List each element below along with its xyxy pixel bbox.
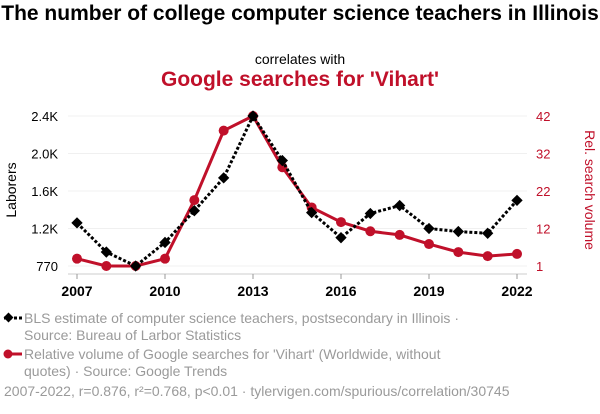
y2-tick-label: 32 [536, 147, 550, 162]
x-tick-label: 2019 [413, 283, 444, 299]
y-tick-label: 2.0K [31, 147, 58, 162]
data-point-teachers [394, 199, 406, 212]
y-tick-label: 770 [36, 259, 58, 274]
data-point-teachers [335, 232, 347, 244]
y2-tick-label: 1 [536, 259, 543, 274]
data-point-searches [394, 229, 405, 240]
data-point-teachers [511, 194, 523, 207]
data-point-teachers [452, 225, 464, 238]
data-point-teachers [130, 260, 142, 272]
chart-subtitle: Google searches for 'Vihart' [160, 68, 440, 91]
data-point-teachers [306, 206, 318, 219]
y-axis-label: Laborers [3, 162, 19, 217]
data-point-teachers [188, 205, 200, 217]
x-tick-label: 2013 [237, 283, 268, 299]
data-point-teachers [159, 236, 171, 249]
connector-text: correlates with [254, 51, 346, 67]
data-point-searches [482, 251, 493, 262]
data-point-teachers [276, 154, 288, 167]
y-tick-label: 1.6K [31, 184, 58, 199]
legend-circle-icon [3, 349, 13, 359]
data-point-searches [101, 261, 112, 271]
data-point-searches [189, 195, 200, 206]
legend-diamond-icon [3, 312, 14, 323]
x-tick-label: 2016 [325, 283, 356, 299]
y-tick-label: 1.2K [31, 222, 58, 237]
data-point-searches [336, 217, 346, 228]
data-point-teachers [482, 227, 494, 239]
data-point-searches [218, 125, 229, 136]
data-point-searches [453, 247, 464, 258]
y2-tick-label: 22 [536, 184, 550, 199]
footer-text: 2007-2022, r=0.876, r²=0.768, p<0.01 · t… [4, 383, 510, 399]
legend-series-2: Relative volume of Google searches for '… [24, 346, 441, 379]
series-line-teachers [75, 112, 519, 268]
data-point-teachers [218, 172, 230, 184]
data-point-teachers [364, 207, 376, 220]
data-point-searches [160, 253, 170, 264]
y2-axis-label: Rel. search volume [582, 130, 598, 250]
y2-tick-label: 12 [536, 222, 550, 237]
x-tick-label: 2007 [61, 283, 92, 299]
data-point-searches [424, 239, 434, 250]
data-point-teachers [423, 222, 435, 235]
chart-title: The number of college computer science t… [1, 2, 599, 25]
y-tick-label: 2.4K [31, 109, 58, 124]
data-point-searches [365, 226, 376, 237]
x-tick-label: 2010 [149, 283, 180, 299]
x-tick-label: 2022 [501, 283, 532, 299]
data-point-searches [512, 248, 522, 259]
y2-tick-label: 42 [536, 109, 550, 124]
data-point-searches [72, 253, 82, 264]
legend-series-1: BLS estimate of computer science teacher… [24, 310, 459, 343]
